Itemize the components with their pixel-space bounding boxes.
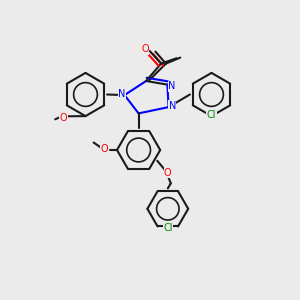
Text: O: O [59,113,67,123]
Text: N: N [168,81,175,91]
Text: N: N [169,100,176,111]
Text: O: O [141,44,149,55]
Text: Cl: Cl [163,223,172,233]
Text: O: O [100,143,108,154]
Text: N: N [118,88,126,99]
Text: O: O [164,168,172,178]
Text: Cl: Cl [207,110,216,120]
